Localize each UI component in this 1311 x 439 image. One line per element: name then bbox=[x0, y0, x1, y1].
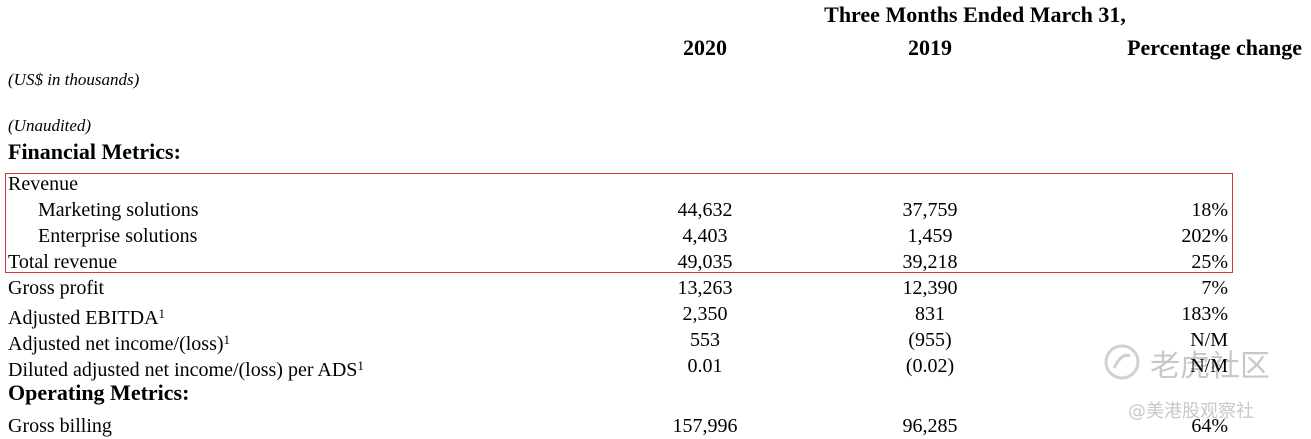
row-label: Adjusted EBITDA1 bbox=[8, 306, 166, 329]
row-label: Revenue bbox=[8, 173, 78, 195]
footnote-mark: 1 bbox=[158, 306, 166, 321]
period-header: Three Months Ended March 31, bbox=[824, 2, 1126, 27]
footnote-mark: 1 bbox=[223, 332, 231, 347]
row-label: Adjusted net income/(loss)1 bbox=[8, 332, 231, 355]
cell-value: 49,035 bbox=[677, 251, 733, 273]
section-title: Operating Metrics: bbox=[8, 380, 190, 405]
cell-value: N/M bbox=[1190, 355, 1228, 377]
watermark-icon bbox=[1104, 344, 1140, 380]
column-header: 2019 bbox=[908, 35, 952, 60]
cell-value: 4,403 bbox=[682, 225, 728, 247]
note: (Unaudited) bbox=[8, 116, 92, 135]
section-title: Financial Metrics: bbox=[8, 139, 181, 164]
cell-value: 157,996 bbox=[672, 415, 738, 437]
cell-value: (0.02) bbox=[905, 355, 955, 377]
column-header: Percentage change bbox=[1127, 35, 1302, 60]
cell-value: 831 bbox=[915, 303, 945, 325]
row-label: Total revenue bbox=[8, 251, 118, 273]
footnote-mark: 1 bbox=[357, 358, 364, 373]
row-label: Marketing solutions bbox=[38, 199, 199, 221]
cell-value: N/M bbox=[1190, 329, 1228, 351]
cell-value: 44,632 bbox=[677, 199, 733, 221]
row-label: Gross profit bbox=[8, 277, 105, 299]
cell-value: 2,350 bbox=[682, 303, 728, 325]
cell-value: 25% bbox=[1191, 251, 1228, 273]
row-label: Enterprise solutions bbox=[38, 225, 198, 247]
column-header: 2020 bbox=[683, 35, 727, 60]
note: (US$ in thousands) bbox=[8, 70, 140, 89]
cell-value: 12,390 bbox=[902, 277, 958, 299]
cell-value: (955) bbox=[908, 329, 952, 351]
cell-value: 202% bbox=[1181, 225, 1228, 247]
cell-value: 18% bbox=[1191, 199, 1228, 221]
cell-value: 553 bbox=[690, 329, 720, 351]
highlight-box bbox=[5, 173, 1233, 273]
cell-value: 37,759 bbox=[902, 199, 958, 221]
cell-value: 39,218 bbox=[902, 251, 958, 273]
watermark-handle: @美港股观察社 bbox=[1128, 401, 1254, 422]
cell-value: 96,285 bbox=[902, 415, 958, 437]
cell-value: 0.01 bbox=[687, 355, 723, 377]
cell-value: 7% bbox=[1201, 277, 1228, 299]
cell-value: 183% bbox=[1181, 303, 1228, 325]
cell-value: 1,459 bbox=[907, 225, 953, 247]
watermark-title: 老虎社区 bbox=[1150, 349, 1270, 384]
row-label: Diluted adjusted net income/(loss) per A… bbox=[8, 358, 364, 381]
row-label: Gross billing bbox=[8, 415, 112, 437]
cell-value: 13,263 bbox=[677, 277, 733, 299]
cell-value: 64% bbox=[1191, 415, 1228, 437]
